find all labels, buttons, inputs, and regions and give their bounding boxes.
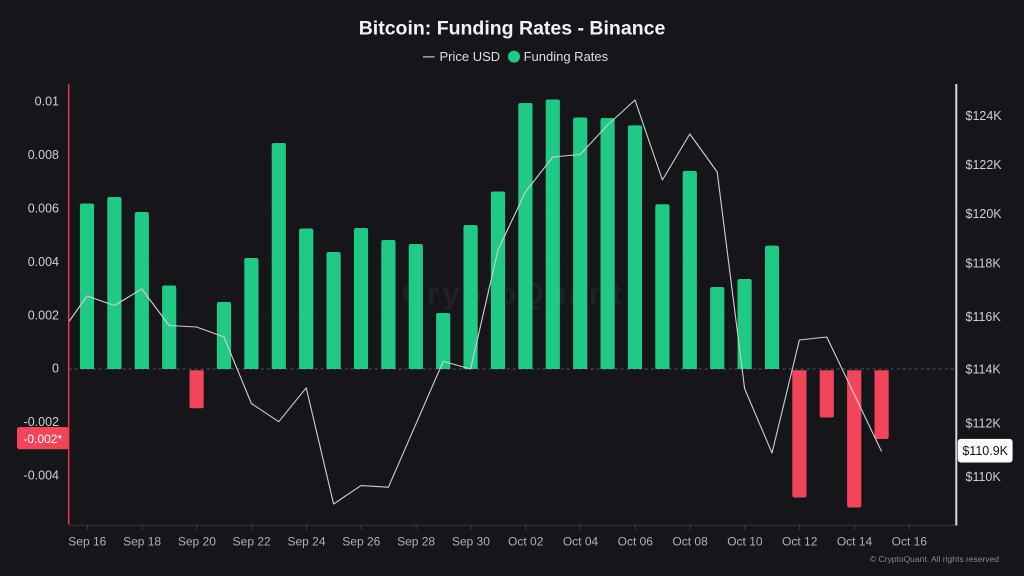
svg-text:$114K: $114K <box>966 363 1002 377</box>
svg-text:Sep 18: Sep 18 <box>123 535 161 549</box>
svg-text:0.01: 0.01 <box>35 95 59 109</box>
svg-text:Oct 16: Oct 16 <box>892 535 928 549</box>
svg-text:0.002: 0.002 <box>28 308 59 322</box>
svg-text:Sep 20: Sep 20 <box>178 535 216 549</box>
svg-text:$110K: $110K <box>966 470 1002 484</box>
svg-text:-0.002: -0.002 <box>24 415 59 429</box>
svg-text:Price USD: Price USD <box>440 49 501 64</box>
svg-text:CryptoQuant: CryptoQuant <box>402 276 624 311</box>
svg-text:$122K: $122K <box>966 158 1003 172</box>
svg-text:Oct 06: Oct 06 <box>618 535 654 549</box>
svg-text:Oct 12: Oct 12 <box>782 535 818 549</box>
svg-text:0.008: 0.008 <box>28 148 59 162</box>
svg-text:0.006: 0.006 <box>28 202 59 216</box>
svg-text:Sep 30: Sep 30 <box>452 535 490 549</box>
svg-text:Oct 04: Oct 04 <box>563 535 599 549</box>
svg-text:$116K: $116K <box>966 310 1002 324</box>
svg-text:-0.002*: -0.002* <box>23 432 62 446</box>
svg-text:Sep 28: Sep 28 <box>397 535 435 549</box>
svg-text:0: 0 <box>52 362 59 376</box>
svg-text:Sep 22: Sep 22 <box>233 535 271 549</box>
svg-text:Oct 02: Oct 02 <box>508 535 544 549</box>
svg-text:Oct 14: Oct 14 <box>837 535 873 549</box>
svg-text:© CryptoQuant. All rights rese: © CryptoQuant. All rights reserved <box>870 554 999 564</box>
svg-text:Funding Rates: Funding Rates <box>524 49 609 64</box>
svg-text:Sep 24: Sep 24 <box>287 535 325 549</box>
svg-text:Sep 26: Sep 26 <box>342 535 380 549</box>
svg-text:$112K: $112K <box>966 416 1002 430</box>
svg-text:Oct 08: Oct 08 <box>672 535 708 549</box>
svg-text:$110.9K: $110.9K <box>962 444 1008 458</box>
svg-text:$118K: $118K <box>966 256 1002 270</box>
svg-text:$120K: $120K <box>966 207 1003 221</box>
svg-text:-0.004: -0.004 <box>24 469 59 483</box>
svg-text:Bitcoin: Funding Rates - Binan: Bitcoin: Funding Rates - Binance <box>359 18 666 40</box>
svg-text:Sep 16: Sep 16 <box>68 535 106 549</box>
svg-text:Oct 10: Oct 10 <box>727 535 763 549</box>
svg-text:$124K: $124K <box>966 109 1003 123</box>
svg-text:0.004: 0.004 <box>28 255 59 269</box>
